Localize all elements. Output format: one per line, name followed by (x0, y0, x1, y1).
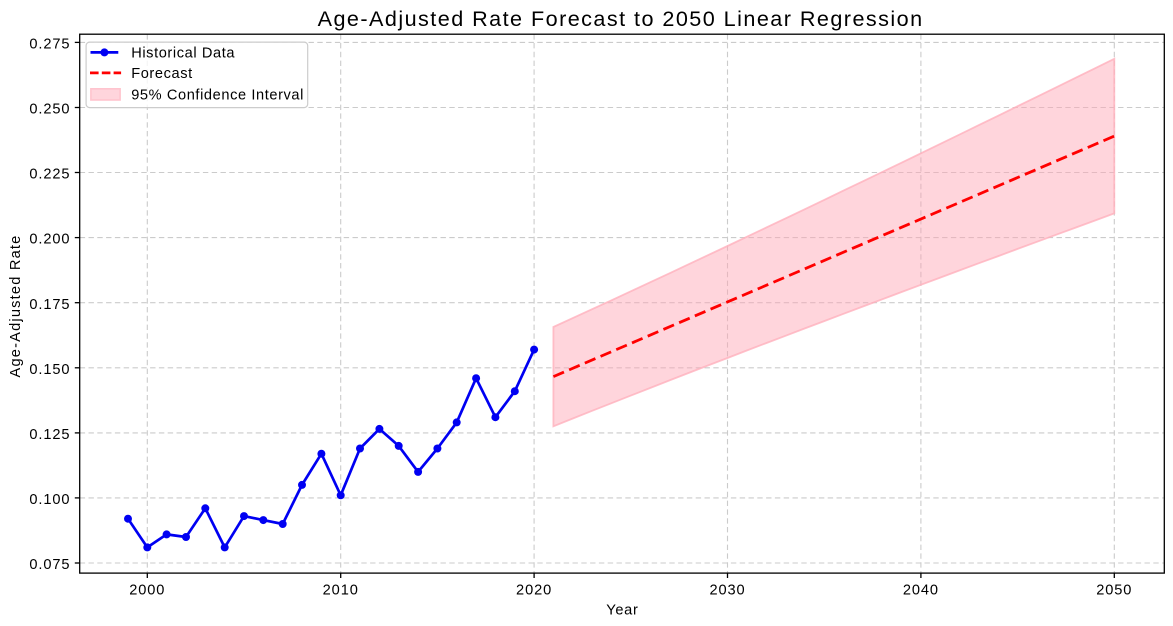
svg-text:Forecast: Forecast (131, 66, 193, 82)
svg-text:0.275: 0.275 (29, 37, 70, 53)
svg-text:2050: 2050 (1096, 583, 1132, 599)
svg-text:2040: 2040 (903, 583, 939, 599)
svg-text:2010: 2010 (323, 583, 359, 599)
svg-text:0.200: 0.200 (29, 232, 70, 248)
svg-text:Year: Year (606, 603, 638, 619)
svg-text:Age-Adjusted Rate Forecast to: Age-Adjusted Rate Forecast to 2050 Linea… (318, 6, 924, 31)
svg-text:2030: 2030 (709, 583, 745, 599)
svg-text:Age-Adjusted Rate: Age-Adjusted Rate (8, 235, 24, 378)
svg-text:Historical Data: Historical Data (131, 46, 235, 62)
svg-text:0.150: 0.150 (29, 362, 70, 378)
svg-text:0.125: 0.125 (29, 427, 70, 443)
svg-text:0.225: 0.225 (29, 167, 70, 183)
svg-text:0.100: 0.100 (29, 492, 70, 508)
svg-text:0.075: 0.075 (29, 557, 70, 573)
svg-text:0.250: 0.250 (29, 102, 70, 118)
svg-text:0.175: 0.175 (29, 297, 70, 313)
svg-text:95% Confidence Interval: 95% Confidence Interval (131, 88, 304, 104)
svg-text:2000: 2000 (129, 583, 165, 599)
svg-text:2020: 2020 (516, 583, 552, 599)
